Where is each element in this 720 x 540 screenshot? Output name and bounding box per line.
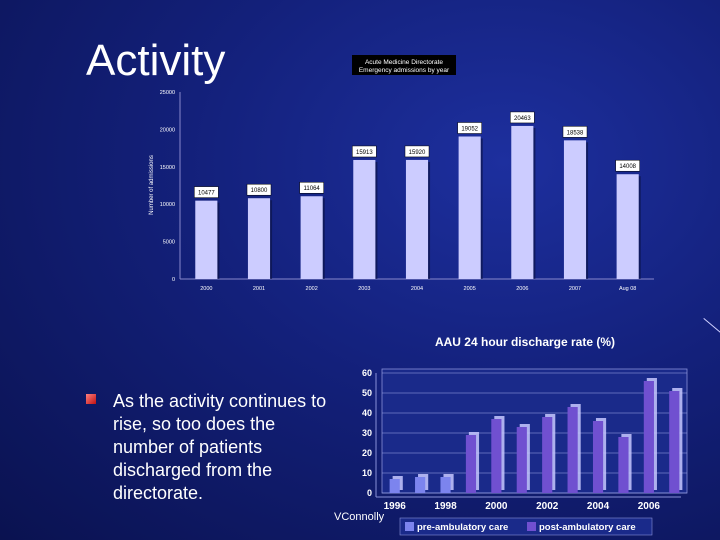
chart2-bar (644, 381, 654, 493)
chart1-xtick-label: 2006 (516, 286, 528, 292)
chart1-ytick-label: 25000 (160, 90, 175, 96)
chart2-legend-swatch (527, 522, 536, 531)
chart1-data-label: 15913 (356, 150, 373, 156)
chart2-bar (542, 417, 552, 493)
chart1-bar (511, 126, 533, 279)
chart2-ytick-label: 50 (362, 388, 372, 398)
chart1-ytick-label: 20000 (160, 127, 175, 133)
chart1-data-label: 14008 (619, 164, 636, 170)
chart2-title: AAU 24 hour discharge rate (%) (435, 335, 615, 349)
chart1-xtick-label: 2003 (358, 286, 370, 292)
chart2-xtick-label: 1996 (384, 501, 407, 512)
chart1-subtitle: Emergency admissions by year (359, 67, 450, 74)
chart1-xtick-label: 2002 (306, 286, 318, 292)
chart1-bar (195, 201, 217, 279)
chart1-data-label: 18538 (567, 130, 584, 136)
chart1-ytick-label: 10000 (160, 202, 175, 208)
chart2-bar (466, 435, 476, 493)
chart1-bar (248, 198, 270, 279)
chart1-data-label: 10800 (251, 188, 268, 194)
chart2-bar (669, 391, 679, 493)
discharge-rate-chart: AAU 24 hour discharge rate (%) 0 10 20 30 40 5… (330, 330, 695, 540)
chart2-bar (593, 421, 603, 493)
chart1-bar (617, 174, 639, 279)
chart1-ytick-label: 5000 (163, 240, 175, 246)
chart2-legend-label: pre-ambulatory care (417, 522, 508, 533)
chart2-xtick-label: 1998 (434, 501, 457, 512)
chart1-ytick-label: 15000 (160, 165, 175, 171)
bullet-square-icon (86, 394, 96, 404)
chart2-bar (618, 437, 628, 493)
chart1-data-label: 11064 (304, 186, 321, 192)
chart2-ytick-label: 60 (362, 368, 372, 378)
chart2-bar (517, 427, 527, 493)
chart2-ytick-label: 0 (367, 488, 372, 498)
chart1-bar (564, 140, 586, 279)
footer-author: VConnolly (334, 511, 384, 523)
chart1-xtick-label: 2005 (464, 286, 476, 292)
chart1-data-label: 20463 (514, 116, 531, 122)
chart2-bar (440, 477, 450, 493)
chart2-ytick-label: 30 (362, 428, 372, 438)
chart2-ytick-label: 20 (362, 448, 372, 458)
chart2-legend-swatch (405, 522, 414, 531)
chart2-xtick-label: 2004 (587, 501, 610, 512)
chart1-data-label: 10477 (198, 191, 215, 197)
chart2-ytick-label: 40 (362, 408, 372, 418)
chart1-xtick-label: 2007 (569, 286, 581, 292)
chart2-legend-label: post-ambulatory care (539, 522, 636, 533)
chart2-bar (491, 419, 501, 493)
chart1-xtick-label: 2004 (411, 286, 423, 292)
chart1-title: Acute Medicine Directorate (365, 59, 443, 66)
chart2-xtick-label: 2000 (485, 501, 508, 512)
chart2-ytick-label: 10 (362, 468, 372, 478)
chart2-bar (415, 477, 425, 493)
chart1-bar (459, 136, 481, 279)
chart1-bar (353, 160, 375, 279)
bullet-text: As the activity continues to rise, so to… (113, 390, 338, 505)
chart2-xtick-label: 2006 (638, 501, 661, 512)
chart1-ytick-label: 0 (172, 277, 175, 283)
chart1-data-label: 19052 (461, 126, 478, 132)
chart1-bar (406, 160, 428, 279)
chart1-xtick-label: Aug 08 (619, 286, 636, 292)
chart1-xtick-label: 2001 (253, 286, 265, 292)
chart2-xtick-label: 2002 (536, 501, 559, 512)
chart1-bar (301, 196, 323, 279)
chart2-bar (390, 479, 400, 493)
chart1-xtick-label: 2000 (200, 286, 212, 292)
chart1-ylabel: Number of admissions (149, 155, 155, 215)
chart1-data-label: 15920 (409, 150, 426, 156)
chart2-bar (568, 407, 578, 493)
decorative-line (703, 318, 720, 333)
